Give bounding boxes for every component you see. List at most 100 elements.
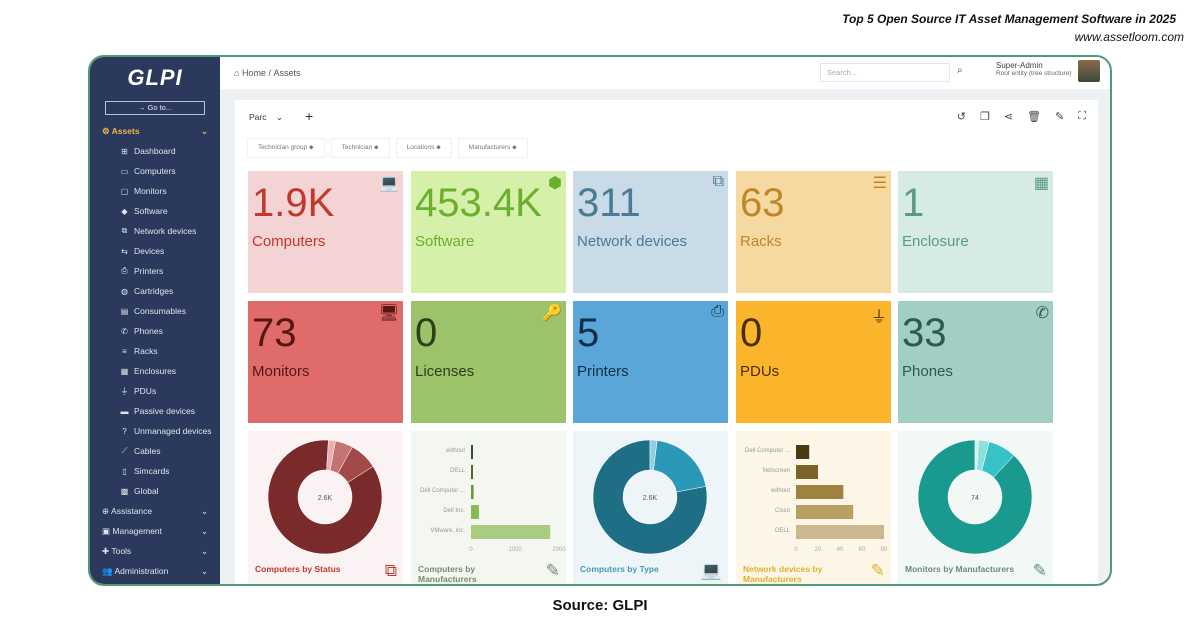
- tile-enclosure[interactable]: 1 Enclosure ▦: [898, 171, 1053, 293]
- add-dashboard-button[interactable]: +: [305, 108, 314, 124]
- banner-title: Top 5 Open Source IT Asset Management So…: [842, 12, 1176, 26]
- sidebar-item-enclosures[interactable]: ▦ Enclosures: [90, 361, 220, 381]
- dashboard-card: Parc ⌄ + Technician group ⬥ Technician ⬥ L…: [235, 100, 1098, 584]
- tile-printers[interactable]: 5 Printers ⎙: [573, 301, 728, 423]
- bar[interactable]: [796, 485, 844, 499]
- tile-label: Monitors: [252, 363, 310, 380]
- bar[interactable]: [471, 445, 473, 459]
- sidebar-item-cartridges[interactable]: ◍ Cartridges: [90, 281, 220, 301]
- sidebar-section-assets[interactable]: ⚙ Assets ⌄: [90, 121, 220, 141]
- sidebar-item-phones[interactable]: ✆ Phones: [90, 321, 220, 341]
- sidebar-item-printers[interactable]: ⎙ Printers: [90, 261, 220, 281]
- edit-icon[interactable]: ✎: [870, 561, 885, 580]
- chart-computers-by-type: 2.6K Computers by Type 💻: [573, 431, 728, 584]
- edit-icon[interactable]: ✎: [1055, 111, 1065, 123]
- pie-slice[interactable]: [649, 439, 658, 471]
- sidebar-item-label: Cables: [134, 446, 161, 456]
- bar[interactable]: [796, 465, 818, 479]
- pie-slice[interactable]: [267, 439, 383, 555]
- goto-button[interactable]: → Go to...: [105, 101, 205, 115]
- phone-icon: ✆: [1035, 305, 1049, 322]
- sidebar-item-software[interactable]: ◆ Software: [90, 201, 220, 221]
- user-menu[interactable]: Super-Admin Root entity (tree structure): [996, 61, 1072, 77]
- sidebar-item-consumables[interactable]: ▤ Consumables: [90, 301, 220, 321]
- tag-icon: ⬥: [307, 144, 314, 151]
- pie-slice[interactable]: [326, 439, 336, 471]
- edit-icon[interactable]: ✎: [545, 561, 560, 580]
- sidebar-item-computers[interactable]: ▭ Computers: [90, 161, 220, 181]
- bar[interactable]: [796, 445, 810, 459]
- tile-phones[interactable]: 33 Phones ✆: [898, 301, 1053, 423]
- filter-locations[interactable]: Locations ⬥: [395, 138, 452, 158]
- tile-monitors[interactable]: 73 Monitors 🖥: [248, 301, 403, 423]
- bar[interactable]: [471, 485, 474, 499]
- pie-slice[interactable]: [653, 440, 707, 493]
- sidebar-item-pdus[interactable]: ⏚ PDUs: [90, 381, 220, 401]
- sitemap-icon[interactable]: ⧉: [384, 561, 397, 580]
- bar[interactable]: [796, 505, 854, 519]
- sidebar-section-management[interactable]: ▣ Management ⌄: [90, 521, 220, 541]
- sidebar-section-tools[interactable]: ✚ Tools ⌄: [90, 541, 220, 561]
- tile-racks[interactable]: 63 Racks ☰: [736, 171, 891, 293]
- search-input[interactable]: Search...: [820, 63, 950, 82]
- pie-slice[interactable]: [917, 439, 1033, 555]
- goto-label: Go to...: [147, 103, 173, 112]
- sidebar-item-devices[interactable]: ⇆ Devices: [90, 241, 220, 261]
- bar[interactable]: [471, 465, 473, 479]
- search-icon[interactable]: ⌕: [957, 65, 963, 76]
- tile-label: Network devices: [577, 233, 688, 250]
- laptop-icon[interactable]: 💻: [700, 561, 722, 580]
- chart-svg: 2.6K: [592, 439, 708, 555]
- axis-tick-label: 0: [794, 547, 798, 553]
- tile-computers[interactable]: 1.9K Computers 💻: [248, 171, 403, 293]
- sidebar-item-global[interactable]: ▩ Global: [90, 481, 220, 501]
- dashboard-selector[interactable]: Parc ⌄: [249, 112, 284, 122]
- section-text: Management: [112, 525, 163, 536]
- tile-software[interactable]: 453.4K Software ⬢: [411, 171, 566, 293]
- sidebar-item-dashboard[interactable]: ⊞ Dashboard: [90, 141, 220, 161]
- sidebar-item-passive-devices[interactable]: ▬ Passive devices: [90, 401, 220, 421]
- sidebar-item-label: Simcards: [134, 466, 170, 476]
- pie-slice[interactable]: [592, 439, 708, 555]
- grid-icon: ▦: [1033, 175, 1049, 192]
- bar-category-label: DELL: [775, 528, 791, 534]
- axis-tick-label: 40: [837, 547, 844, 553]
- bar[interactable]: [796, 525, 884, 539]
- avatar[interactable]: [1078, 60, 1100, 82]
- section-icon: 👥: [102, 565, 113, 576]
- filter-manufacturers[interactable]: Manufacturers ⬥: [457, 138, 528, 158]
- tile-network-devices[interactable]: 311 Network devices ⧉: [573, 171, 728, 293]
- monitor-icon: 🖥: [378, 305, 399, 322]
- sidebar-item-racks[interactable]: ≡ Racks: [90, 341, 220, 361]
- chart-title: Computers by Manufacturers: [418, 564, 477, 584]
- edit-icon[interactable]: ✎: [1032, 561, 1047, 580]
- bar[interactable]: [471, 505, 479, 519]
- source-caption: Source: GLPI: [552, 597, 648, 614]
- sidebar-item-monitors[interactable]: ▢ Monitors: [90, 181, 220, 201]
- pie-center-label: 74: [971, 495, 979, 502]
- sidebar-section-assistance[interactable]: ⊕ Assistance ⌄: [90, 501, 220, 521]
- breadcrumb-home[interactable]: Home: [241, 68, 266, 78]
- sidebar-item-label: Monitors: [134, 186, 167, 196]
- filter-technician[interactable]: Technician ⬥: [330, 138, 390, 158]
- bar[interactable]: [471, 525, 551, 539]
- tile-pdus[interactable]: 0 PDUs ⏚: [736, 301, 891, 423]
- sidebar-item-network-devices[interactable]: ⧉ Network devices: [90, 221, 220, 241]
- sidebar-item-cables[interactable]: ⟋ Cables: [90, 441, 220, 461]
- tile-label: PDUs: [740, 363, 780, 380]
- delete-icon[interactable]: 🗑: [1027, 111, 1042, 123]
- fullscreen-icon[interactable]: ⛶: [1078, 110, 1086, 122]
- breadcrumb-assets[interactable]: Assets: [273, 68, 301, 78]
- clone-icon[interactable]: ❐: [980, 111, 990, 123]
- share-icon[interactable]: ⋖: [1003, 111, 1014, 123]
- axis-tick-label: 80: [881, 547, 888, 553]
- pie-slice[interactable]: [974, 439, 979, 471]
- tile-licenses[interactable]: 0 Licenses 🔑: [411, 301, 566, 423]
- filter-technician-group[interactable]: Technician group ⬥: [247, 138, 325, 158]
- sidebar-item-simcards[interactable]: ▯ Simcards: [90, 461, 220, 481]
- sidebar-section-administration[interactable]: 👥 Administration ⌄: [90, 561, 220, 581]
- sidebar-item-unmanaged-devices[interactable]: ? Unmanaged devices: [90, 421, 220, 441]
- section-label: ▣ Management: [102, 526, 162, 537]
- history-icon[interactable]: ↺: [956, 111, 967, 123]
- cube-icon: ⬢: [548, 175, 562, 192]
